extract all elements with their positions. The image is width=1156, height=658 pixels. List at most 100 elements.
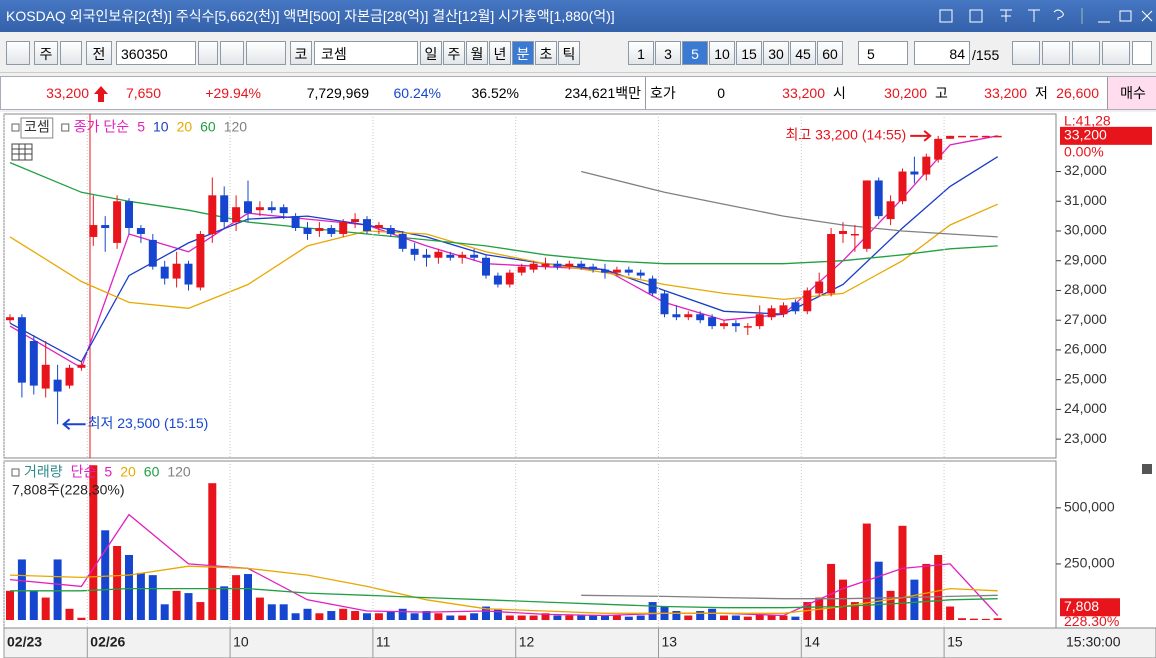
- candle-body: [29, 341, 38, 386]
- dropdown[interactable]: [198, 41, 218, 65]
- legend-item: 60: [200, 119, 216, 135]
- candle-body: [886, 201, 895, 220]
- interval-button[interactable]: 10: [709, 41, 735, 65]
- interval-button[interactable]: 30: [763, 41, 789, 65]
- candle-body: [684, 314, 693, 318]
- volume-bar: [779, 615, 788, 620]
- maximize[interactable]: [1119, 10, 1132, 22]
- period-button[interactable]: 분: [512, 41, 534, 65]
- candle-body: [648, 278, 657, 294]
- legend-name: 코셈: [24, 119, 50, 135]
- candle-body: [720, 323, 728, 327]
- menu-button[interactable]: [6, 41, 30, 65]
- window-title: KOSDAQ 외국인보유[2(천)] 주식수[5,662(천)] 액면[500]…: [6, 8, 615, 24]
- volume-bar: [291, 613, 300, 620]
- volume-bar: [303, 608, 312, 620]
- period-button[interactable]: 월: [466, 41, 488, 65]
- candle-body: [565, 263, 574, 267]
- sound-button[interactable]: [246, 41, 286, 65]
- icon[interactable]: [1053, 9, 1064, 20]
- code-input[interactable]: 360350: [116, 41, 196, 65]
- interval-button[interactable]: 5: [682, 41, 708, 65]
- volume-bar: [410, 613, 419, 620]
- close[interactable]: [1141, 10, 1153, 22]
- y-tick-label: 24,000: [1064, 400, 1107, 416]
- volume-bar: [601, 615, 609, 620]
- candle-body: [743, 326, 752, 328]
- volume-bar: [136, 572, 145, 620]
- x-axis-strip: [3, 627, 1156, 658]
- volume-bar: [148, 575, 157, 620]
- candle-body: [672, 314, 681, 318]
- volume-bar: [862, 523, 871, 620]
- panel-button[interactable]: [1142, 464, 1152, 474]
- tool-button[interactable]: [1012, 41, 1040, 65]
- count-select[interactable]: 5: [858, 41, 908, 65]
- period-button[interactable]: 일: [420, 41, 442, 65]
- interval-button[interactable]: 45: [790, 41, 816, 65]
- volume-bar: [363, 613, 371, 620]
- volume-bar: [839, 579, 847, 620]
- checkbox[interactable]: [1132, 41, 1152, 65]
- volume-bar: [934, 554, 943, 620]
- volume-bar: [434, 613, 443, 620]
- candle-body: [422, 254, 431, 258]
- period-button[interactable]: 주: [443, 41, 465, 65]
- current-label: 7,808: [1064, 598, 1099, 614]
- tool-button[interactable]: [1042, 41, 1070, 65]
- market-short[interactable]: 코: [290, 41, 312, 65]
- last-change: 0.00%: [1064, 144, 1104, 160]
- period-button[interactable]: 틱: [558, 41, 580, 65]
- background: [0, 112, 1156, 658]
- volume-bar: [755, 614, 764, 620]
- candle-body: [458, 254, 467, 258]
- buy-button[interactable]: 매수: [1107, 77, 1156, 109]
- candle-body: [898, 171, 907, 202]
- settings-button[interactable]: [1102, 41, 1130, 65]
- legend-item: 120: [167, 464, 191, 480]
- icon[interactable]: [1000, 9, 1012, 22]
- candle-body: [505, 272, 514, 285]
- dropdown[interactable]: [60, 41, 82, 65]
- volume-bar: [184, 593, 193, 620]
- interval-button[interactable]: 60: [817, 41, 843, 65]
- volume-bar: [708, 608, 717, 620]
- candle-body: [339, 222, 348, 234]
- legend-item: 5: [104, 464, 112, 480]
- candle-body: [244, 201, 252, 214]
- last-label-box: [1060, 126, 1152, 145]
- period-button[interactable]: 년: [489, 41, 511, 65]
- volume-bar: [922, 563, 931, 620]
- interval-button[interactable]: 15: [736, 41, 762, 65]
- candle-body: [291, 216, 300, 229]
- candle-body: [220, 195, 229, 223]
- prev-button[interactable]: 전: [86, 41, 112, 65]
- x-tick-label: 10: [233, 634, 249, 650]
- candle-body: [89, 225, 98, 237]
- marks: [6, 135, 1002, 620]
- candle-body: [160, 266, 169, 279]
- interval-button[interactable]: 3: [655, 41, 681, 65]
- candle-body: [553, 263, 562, 267]
- icon[interactable]: [969, 9, 983, 23]
- current-pct: 228.30%: [1064, 613, 1119, 629]
- market-button[interactable]: 주: [34, 41, 58, 65]
- icon[interactable]: [1028, 9, 1040, 22]
- candle-body: [874, 180, 883, 217]
- save-button[interactable]: [1072, 41, 1100, 65]
- period-button[interactable]: 초: [535, 41, 557, 65]
- candle-body: [755, 314, 764, 327]
- count-input[interactable]: 84: [914, 41, 970, 65]
- legend-item: 20: [177, 119, 193, 135]
- volume-bar: [672, 611, 681, 620]
- volume-bar: [196, 602, 205, 620]
- interval-button[interactable]: 1: [628, 41, 654, 65]
- table-icon-grid: [12, 144, 32, 160]
- candle-body: [172, 263, 181, 279]
- volume-bar: [374, 613, 383, 620]
- stock-name[interactable]: 코셈: [314, 41, 418, 65]
- table-icon[interactable]: [11, 143, 33, 161]
- window-controls[interactable]: [930, 0, 1156, 32]
- icon[interactable]: [939, 9, 953, 23]
- search-button[interactable]: [220, 41, 244, 65]
